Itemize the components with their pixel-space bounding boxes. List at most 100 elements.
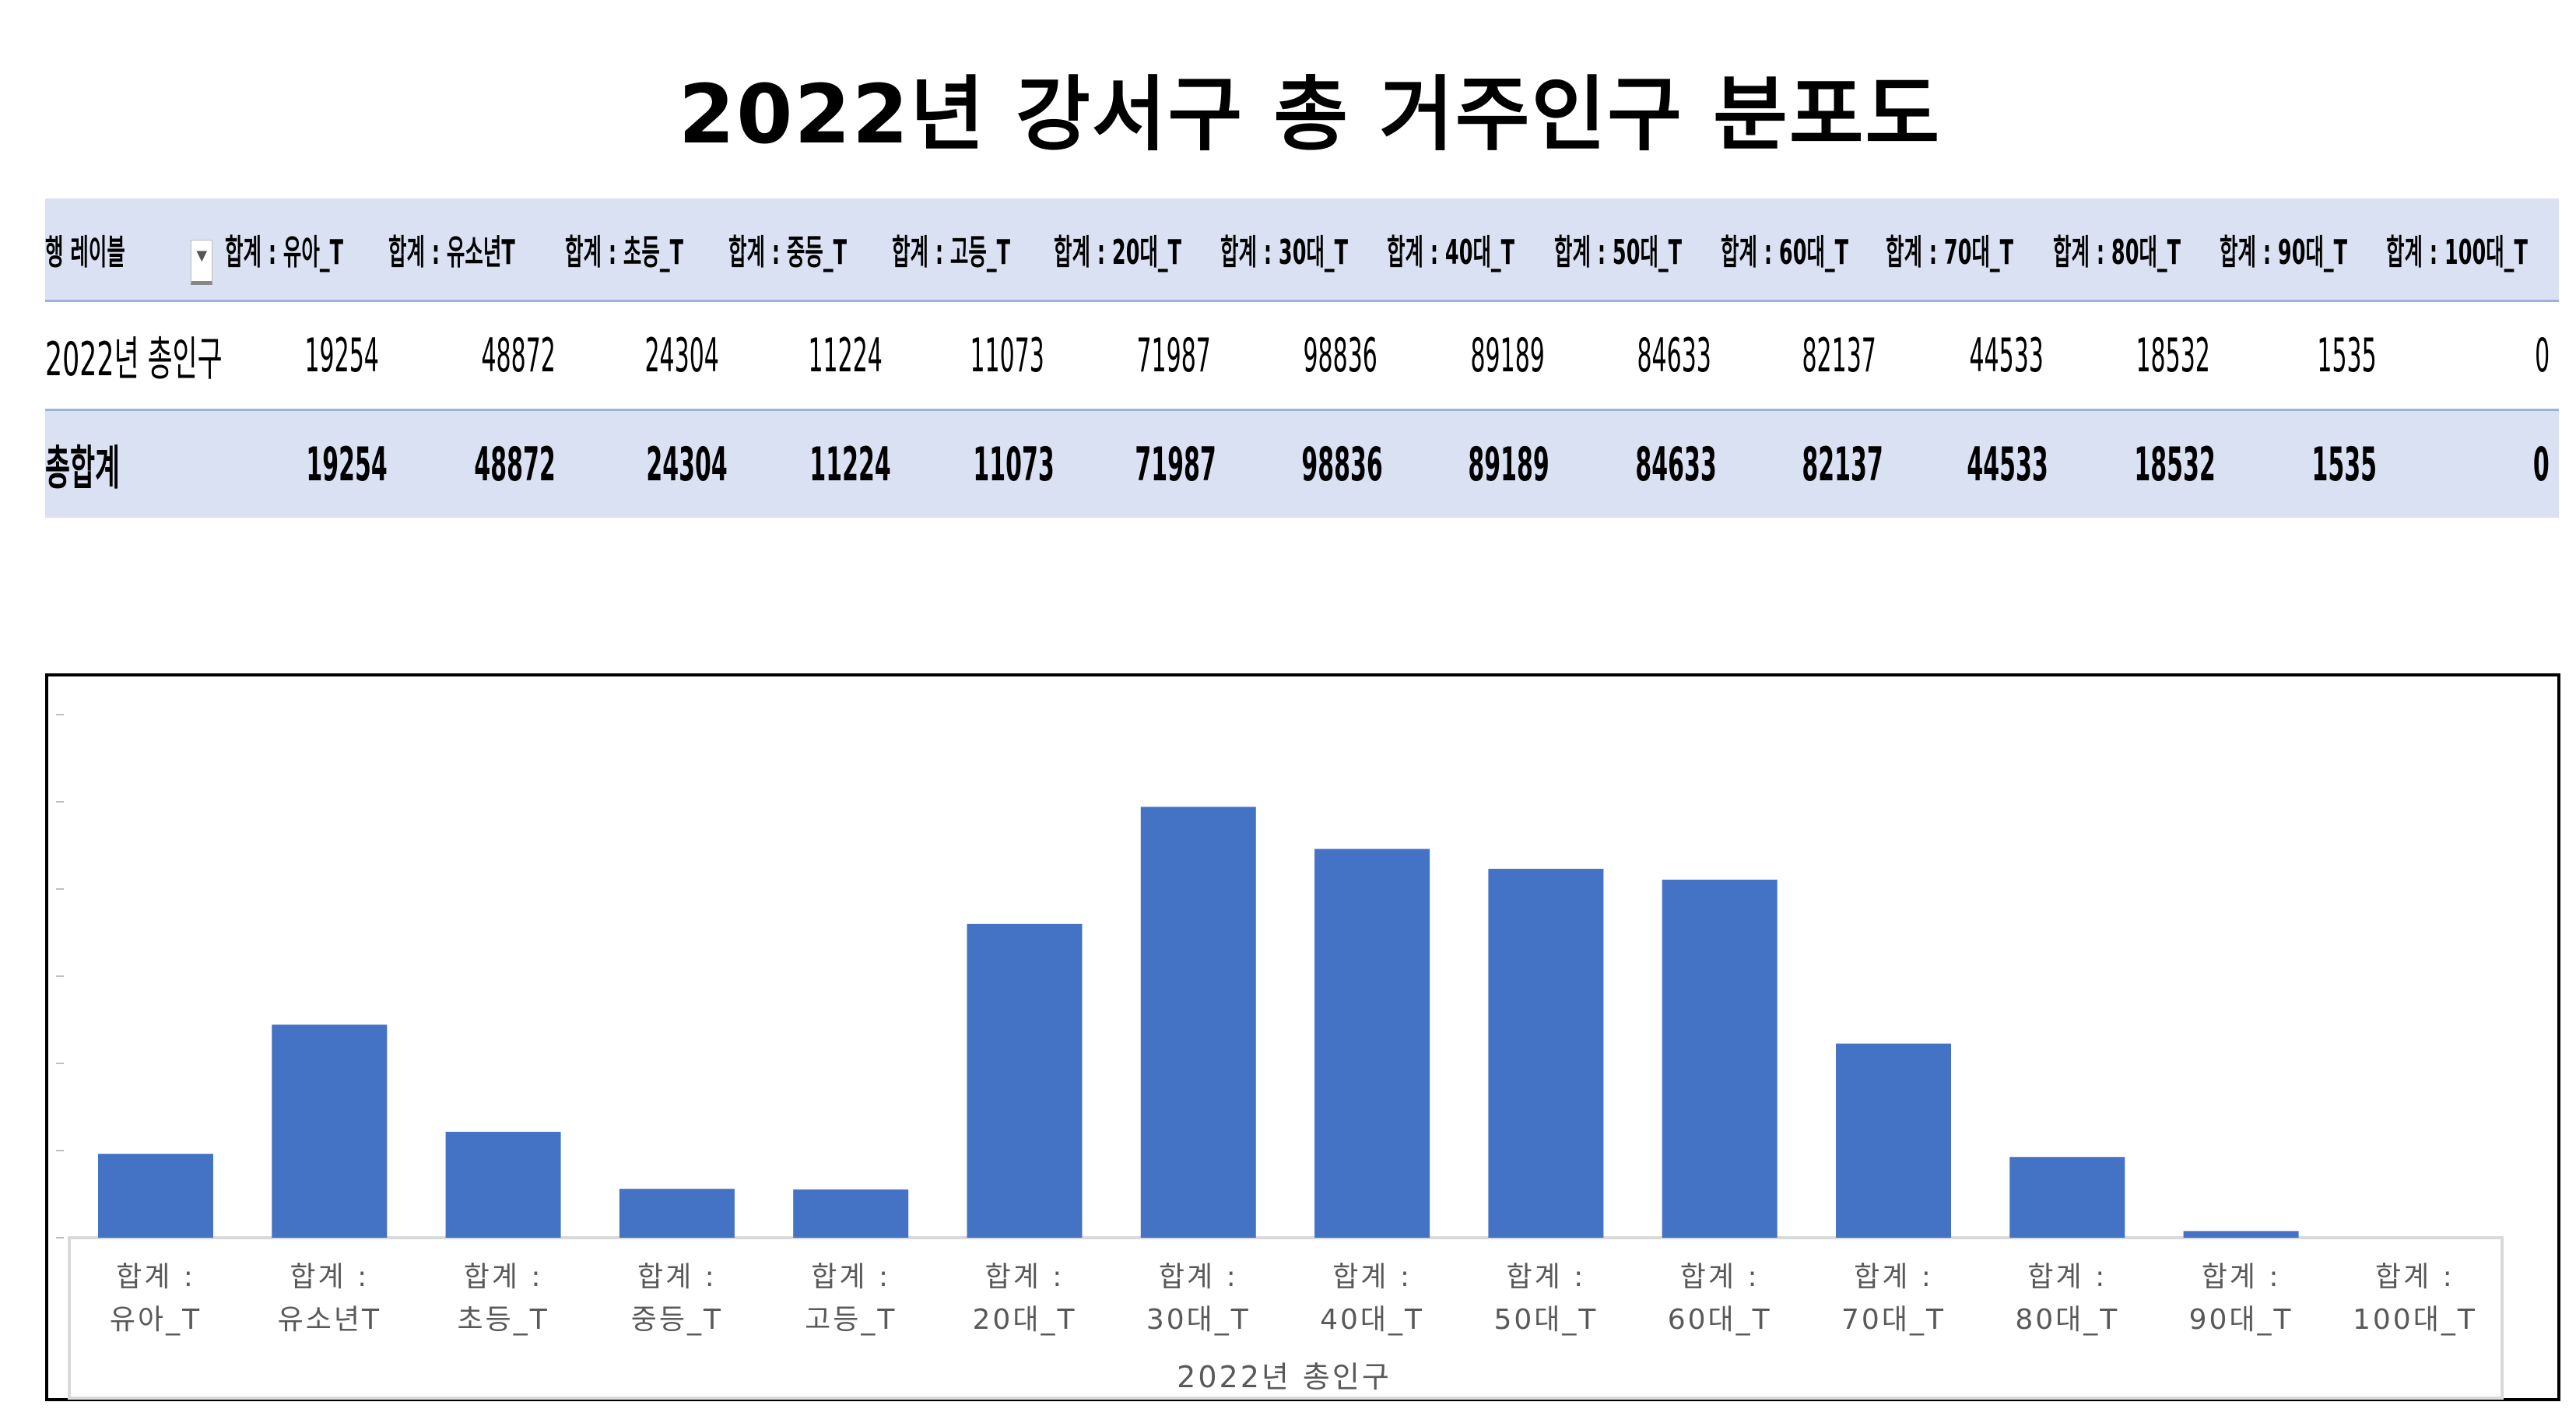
category-tick-label: 합계 : — [116, 1261, 195, 1293]
bar — [272, 1024, 388, 1238]
table-cell: 1535 — [2220, 409, 2386, 518]
table-cell: 98836 — [1220, 300, 1387, 411]
cell-value: 1535 — [2317, 328, 2377, 383]
category-tick-label: 합계 : — [985, 1261, 1065, 1293]
bar — [1314, 849, 1430, 1238]
cell-value: 89189 — [1470, 328, 1545, 383]
category-tick-label: 합계 : — [1680, 1261, 1760, 1293]
category-tick-label: 합계 : — [290, 1261, 369, 1293]
chart-frame — [45, 673, 2560, 1401]
bar — [2183, 1231, 2299, 1238]
bar — [1140, 806, 1256, 1238]
cell-value: 44533 — [1969, 328, 2044, 383]
cell-value: 48872 — [474, 437, 556, 492]
table-header-row: 행 레이블 ▼ 합계 : 유아_T 합계 : 유소년T 합계 : 초등_T 합계 : 중… — [45, 199, 2559, 302]
column-header-label: 합계 : 70대_T — [1886, 233, 2014, 272]
table-cell: 18532 — [2053, 409, 2220, 518]
bar — [1488, 869, 1604, 1238]
cell-value: 98836 — [1303, 328, 1377, 383]
table-cell: 84633 — [1554, 409, 1721, 518]
column-header: 합계 : 중등_T — [728, 199, 892, 302]
column-header: 합계 : 고등_T — [892, 199, 1054, 302]
cell-value: 0 — [2534, 328, 2550, 383]
table-cell: 48872 — [388, 300, 565, 411]
row-label-header: 행 레이블 ▼ — [45, 199, 225, 302]
row-label: 2022년 총인구 — [45, 300, 225, 411]
cell-value: 18532 — [2136, 328, 2210, 383]
column-header-label: 합계 : 고등_T — [892, 233, 1011, 272]
category-tick-label: 유아_T — [110, 1304, 202, 1336]
column-header-label: 합계 : 90대_T — [2220, 233, 2348, 272]
column-header: 합계 : 90대_T — [2220, 199, 2386, 302]
column-header: 합계 : 50대_T — [1554, 199, 1721, 302]
bar — [1836, 1043, 1951, 1238]
table-cell: 24304 — [565, 300, 728, 411]
table-cell: 44533 — [1886, 300, 2053, 411]
category-tick-label: 90대_T — [2189, 1304, 2293, 1336]
table-cell: 0 — [2386, 300, 2559, 411]
category-axis-box — [68, 1236, 2504, 1400]
category-tick-label: 합계 : — [2027, 1261, 2107, 1293]
pivot-table: 행 레이블 ▼ 합계 : 유아_T 합계 : 유소년T 합계 : 초등_T 합계 : 중… — [45, 199, 2559, 518]
category-tick-label: 100대_T — [2353, 1304, 2477, 1336]
category-tick-label: 유소년T — [278, 1304, 381, 1336]
cell-value: 48872 — [481, 328, 556, 383]
table-row: 2022년 총인구 19254 48872 24304 11224 11073 71987… — [45, 300, 2559, 411]
table-cell: 1535 — [2220, 300, 2386, 411]
category-tick-label: 70대_T — [1841, 1304, 1946, 1336]
cell-value: 19254 — [304, 328, 379, 383]
column-header: 합계 : 30대_T — [1220, 199, 1387, 302]
column-header: 합계 : 60대_T — [1721, 199, 1886, 302]
bar — [619, 1189, 735, 1238]
cell-value: 82137 — [1802, 328, 1876, 383]
cell-value: 1535 — [2311, 437, 2378, 492]
table-cell: 11224 — [728, 409, 892, 518]
category-tick-label: 고등_T — [805, 1304, 897, 1336]
table-cell: 89189 — [1387, 409, 1554, 518]
category-tick-label: 합계 : — [1159, 1261, 1238, 1293]
category-tick-label: 합계 : — [464, 1261, 543, 1293]
category-tick-label: 60대_T — [1668, 1304, 1772, 1336]
column-header-label: 합계 : 20대_T — [1054, 233, 1182, 272]
bar — [793, 1189, 909, 1238]
cell-value: 82137 — [1802, 437, 1883, 492]
x-axis-title: 2022년 총인구 — [1177, 1360, 1392, 1394]
grand-total-row: 총합계 19254 48872 24304 11224 11073 71987 98836 8… — [45, 409, 2559, 518]
cell-value: 24304 — [644, 328, 719, 383]
cell-value: 84633 — [1635, 437, 1717, 492]
column-header-label: 합계 : 100대_T — [2386, 233, 2528, 272]
table-cell: 48872 — [388, 409, 565, 518]
table-cell: 89189 — [1387, 300, 1554, 411]
column-header-label: 합계 : 유아_T — [225, 233, 344, 272]
column-header: 합계 : 유아_T — [225, 199, 388, 302]
category-tick-label: 합계 : — [1332, 1261, 1412, 1293]
category-tick-label: 합계 : — [2375, 1261, 2455, 1293]
table-cell: 18532 — [2053, 300, 2220, 411]
table-cell: 84633 — [1554, 300, 1721, 411]
cell-value: 11224 — [808, 328, 883, 383]
category-tick-label: 합계 : — [2202, 1261, 2281, 1293]
table-cell: 24304 — [565, 409, 728, 518]
table-cell: 11224 — [728, 300, 892, 411]
table-cell: 11073 — [892, 300, 1054, 411]
cell-value: 44533 — [1967, 437, 2048, 492]
column-header-label: 합계 : 50대_T — [1554, 233, 1683, 272]
table-cell: 71987 — [1054, 300, 1220, 411]
category-tick-label: 합계 : — [1854, 1261, 1933, 1293]
cell-value: 71987 — [1136, 328, 1211, 383]
bar — [445, 1131, 561, 1238]
column-header-label: 합계 : 초등_T — [565, 233, 684, 272]
bar — [98, 1154, 213, 1238]
column-header-label: 합계 : 80대_T — [2053, 233, 2181, 272]
column-header: 합계 : 100대_T — [2386, 199, 2559, 302]
column-header: 합계 : 20대_T — [1054, 199, 1220, 302]
table-cell: 0 — [2386, 409, 2559, 518]
dropdown-filter-icon[interactable]: ▼ — [191, 240, 213, 285]
column-header: 합계 : 40대_T — [1387, 199, 1554, 302]
column-header-label: 합계 : 유소년T — [388, 233, 515, 272]
category-tick-label: 50대_T — [1493, 1304, 1598, 1336]
category-tick-label: 40대_T — [1320, 1304, 1424, 1336]
bar — [2009, 1157, 2125, 1238]
column-header: 합계 : 80대_T — [2053, 199, 2220, 302]
column-header-label: 합계 : 40대_T — [1387, 233, 1515, 272]
